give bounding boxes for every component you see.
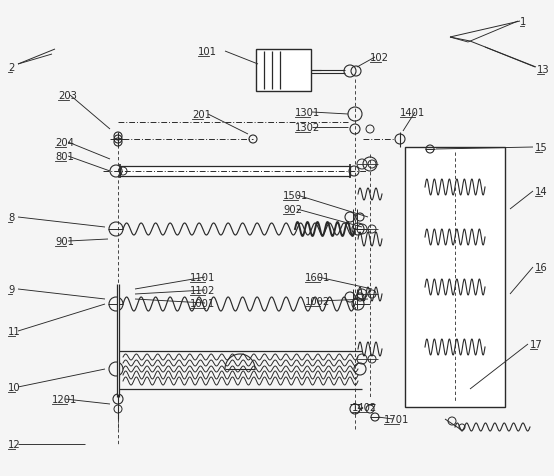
Text: 1002: 1002 (305, 297, 330, 307)
Text: 2: 2 (8, 63, 14, 73)
Bar (120, 167, 350, 177)
Text: 1601: 1601 (305, 272, 330, 282)
Text: 901: 901 (55, 237, 74, 247)
Text: 204: 204 (55, 138, 74, 148)
Text: 11: 11 (8, 327, 20, 336)
Text: 1001: 1001 (190, 298, 216, 308)
Text: 1101: 1101 (190, 272, 216, 282)
Text: 1: 1 (520, 17, 526, 27)
Text: 203: 203 (58, 91, 77, 101)
Bar (405, 148, 505, 407)
Text: 1402: 1402 (352, 402, 377, 412)
Text: 10: 10 (8, 382, 20, 392)
Text: 801: 801 (55, 152, 74, 162)
Text: 1401: 1401 (400, 108, 425, 118)
Text: 1102: 1102 (190, 286, 216, 296)
Text: 902: 902 (283, 205, 302, 215)
Text: 1501: 1501 (283, 190, 309, 200)
Text: 1301: 1301 (295, 108, 320, 118)
Text: 15: 15 (535, 143, 548, 153)
Text: 1302: 1302 (295, 123, 320, 133)
Text: 8: 8 (8, 213, 14, 223)
Text: 1701: 1701 (384, 414, 409, 424)
Text: 102: 102 (370, 53, 389, 63)
Bar (256, 50, 311, 92)
Text: 9: 9 (8, 284, 14, 294)
Text: 101: 101 (198, 47, 217, 57)
Text: 1201: 1201 (52, 394, 78, 404)
Text: 13: 13 (537, 65, 550, 75)
Text: 12: 12 (8, 439, 20, 449)
Text: 16: 16 (535, 262, 548, 272)
Text: 17: 17 (530, 339, 543, 349)
Text: 201: 201 (192, 110, 211, 120)
Text: 14: 14 (535, 187, 547, 197)
